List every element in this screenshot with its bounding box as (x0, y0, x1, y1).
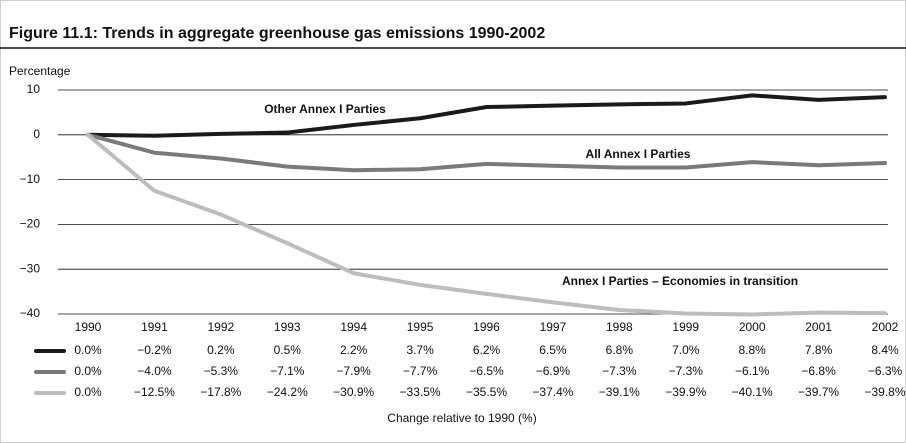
y-axis-label: Percentage (9, 64, 71, 78)
value-label: −24.2% (267, 385, 308, 399)
value-label: −7.3% (669, 364, 704, 378)
value-label: −7.1% (270, 364, 305, 378)
x-tick-label: 1998 (606, 320, 633, 334)
value-label: −33.5% (400, 385, 441, 399)
x-tick-label: 1990 (75, 320, 102, 334)
value-label: 0.0% (74, 385, 102, 399)
value-label: 0.5% (274, 343, 302, 357)
value-label: −6.8% (801, 364, 836, 378)
value-label: 7.0% (672, 343, 700, 357)
value-label: −6.5% (469, 364, 504, 378)
series-label: Other Annex I Parties (264, 102, 386, 116)
x-tick-label: 1997 (540, 320, 567, 334)
x-tick-label: 1996 (473, 320, 500, 334)
value-label: 7.8% (805, 343, 833, 357)
value-label: −7.7% (403, 364, 438, 378)
value-label: −6.1% (735, 364, 770, 378)
value-label: −12.5% (134, 385, 175, 399)
series-label: All Annex I Parties (586, 147, 691, 161)
series-label: Annex I Parties – Economies in transitio… (562, 274, 798, 288)
value-label: 6.5% (539, 343, 567, 357)
y-tick-label: −10 (20, 172, 41, 186)
value-label: 0.0% (74, 364, 102, 378)
value-label: 6.2% (473, 343, 501, 357)
value-label: −6.9% (536, 364, 571, 378)
value-label: −39.7% (798, 385, 839, 399)
x-tick-label: 2001 (805, 320, 832, 334)
value-label: −0.2% (137, 343, 172, 357)
value-label: 2.2% (340, 343, 368, 357)
y-tick-label: −20 (20, 217, 41, 231)
y-tick-label: 10 (27, 82, 41, 96)
value-label: −39.8% (864, 385, 905, 399)
x-tick-label: 2002 (872, 320, 899, 334)
y-tick-label: −30 (20, 261, 41, 275)
value-label: −37.4% (532, 385, 573, 399)
x-tick-label: 1991 (141, 320, 168, 334)
value-label: −5.3% (204, 364, 239, 378)
x-tick-label: 1994 (340, 320, 367, 334)
series-line (86, 93, 887, 138)
series-line (86, 132, 887, 173)
value-label: −7.9% (336, 364, 371, 378)
value-label: 8.8% (738, 343, 766, 357)
series-line (86, 132, 887, 317)
x-tick-label: 2000 (739, 320, 766, 334)
value-label: −39.1% (599, 385, 640, 399)
value-label: 0.2% (207, 343, 235, 357)
x-tick-label: 1999 (672, 320, 699, 334)
value-label: −17.8% (200, 385, 241, 399)
value-label: −4.0% (137, 364, 172, 378)
value-label: −40.1% (732, 385, 773, 399)
y-tick-label: −40 (20, 306, 41, 320)
value-label: −7.3% (602, 364, 637, 378)
value-label: 8.4% (871, 343, 899, 357)
x-tick-label: 1995 (407, 320, 434, 334)
value-label: 0.0% (74, 343, 102, 357)
x-axis-label: Change relative to 1990 (%) (387, 411, 536, 425)
chart-title: Figure 11.1: Trends in aggregate greenho… (9, 25, 545, 42)
value-label: −35.5% (466, 385, 507, 399)
value-label: 3.7% (406, 343, 434, 357)
x-tick-label: 1992 (207, 320, 234, 334)
y-tick-label: 0 (33, 127, 40, 141)
x-tick-label: 1993 (274, 320, 301, 334)
value-label: 6.8% (606, 343, 634, 357)
value-label: −6.3% (868, 364, 903, 378)
value-label: −39.9% (665, 385, 706, 399)
value-label: −30.9% (333, 385, 374, 399)
